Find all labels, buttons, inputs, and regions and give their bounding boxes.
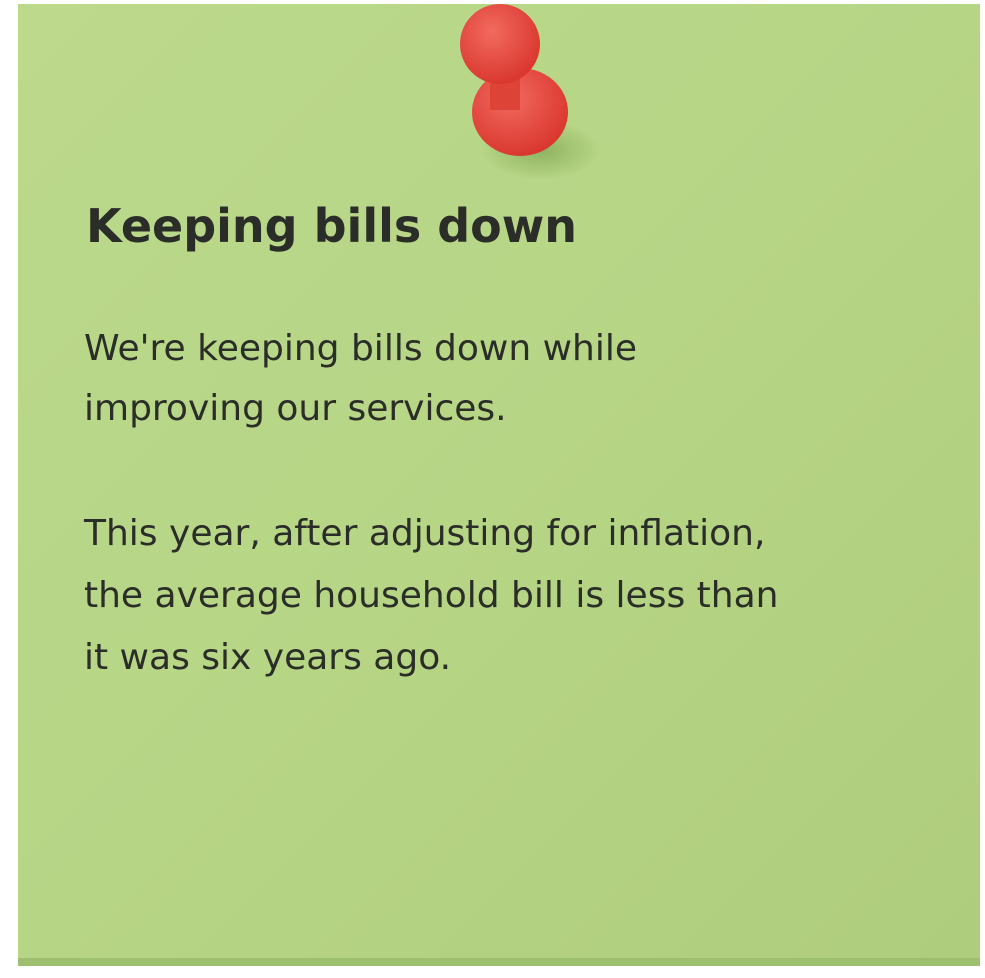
note-line: We're keeping bills down while <box>84 328 637 369</box>
note-line: the average household bill is less than <box>84 575 778 616</box>
note-title: Keeping bills down <box>86 199 577 253</box>
note-edge <box>18 958 980 966</box>
pin-head <box>460 4 540 84</box>
note-line: improving our services. <box>84 388 507 429</box>
push-pin <box>460 4 600 180</box>
note-line: it was six years ago. <box>84 637 451 678</box>
note-line: This year, after adjusting for inflation… <box>83 513 765 554</box>
